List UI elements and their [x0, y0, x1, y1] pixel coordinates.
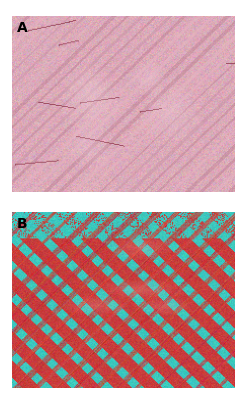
- Text: A: A: [16, 21, 27, 35]
- Text: B: B: [16, 217, 27, 231]
